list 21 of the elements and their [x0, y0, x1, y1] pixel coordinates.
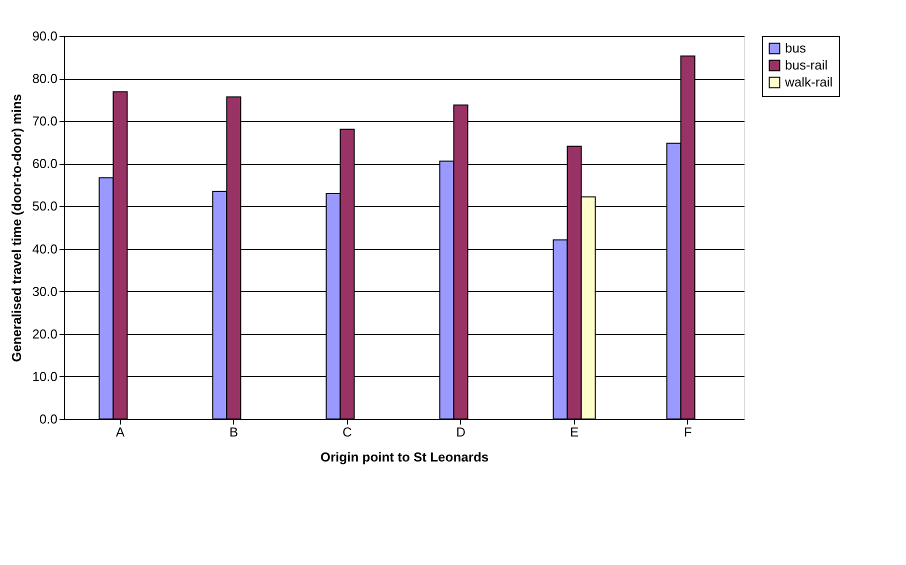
y-tick-label: 70.0	[32, 114, 58, 129]
x-tick-label: A	[116, 424, 125, 440]
legend-label: bus	[785, 40, 806, 56]
x-axis-title: Origin point to St Leonards	[320, 450, 489, 464]
legend-label: bus-rail	[785, 58, 828, 72]
y-tick-label: 30.0	[32, 284, 58, 299]
x-tick-label: D	[456, 424, 466, 440]
y-tick-label: 60.0	[32, 156, 58, 172]
y-tick-label: 10.0	[32, 368, 58, 384]
x-tick-label: F	[684, 424, 692, 440]
legend-label: walk-rail	[784, 74, 833, 90]
y-tick-label: 50.0	[32, 198, 58, 214]
x-tick-label: B	[229, 424, 238, 440]
y-tick-label: 20.0	[32, 326, 58, 342]
y-axis-title: Generalised travel time (door-to-door) mins	[9, 94, 24, 362]
x-tick-label: E	[570, 424, 579, 440]
y-tick-label: 80.0	[32, 71, 58, 86]
x-tick-label: C	[342, 424, 352, 440]
y-tick-label: 0.0	[39, 412, 58, 426]
y-tick-label: 40.0	[32, 241, 58, 256]
y-tick-label: 90.0	[32, 28, 58, 44]
